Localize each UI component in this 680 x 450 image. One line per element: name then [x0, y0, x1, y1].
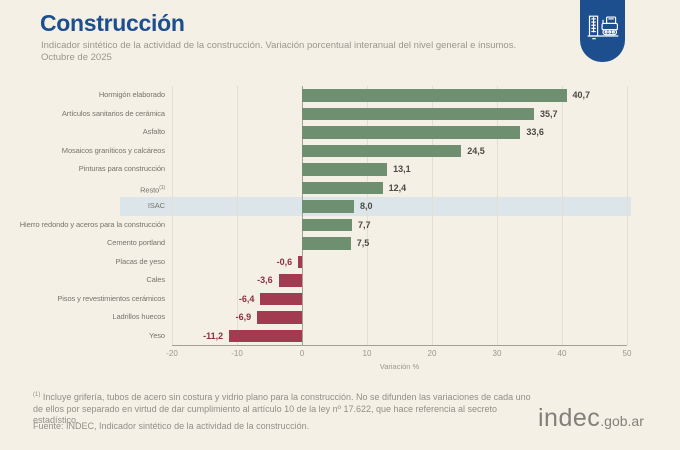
category-label: ISAC	[147, 201, 165, 210]
x-tick-label: 0	[299, 349, 305, 358]
category-label: Pinturas para construcción	[78, 164, 165, 173]
bar	[302, 163, 388, 176]
value-label: 8,0	[360, 201, 373, 211]
bar	[302, 89, 567, 102]
value-label: 12,4	[388, 182, 407, 193]
x-tick-label: 40	[557, 349, 567, 358]
bar	[278, 274, 302, 287]
x-tick-label: 50	[622, 349, 632, 358]
category-label: Cemento portland	[106, 238, 165, 247]
indec-wordmark-suffix: .gob.ar	[600, 413, 644, 429]
bar	[260, 292, 302, 305]
category-label: Resto(1)	[140, 184, 165, 195]
bar	[302, 144, 462, 157]
bar	[302, 218, 353, 231]
bar	[302, 181, 383, 194]
category-label: Mosaicos graníticos y calcáreos	[61, 145, 165, 155]
category-footnote-marker: (1)	[159, 184, 165, 191]
category-label: Hormigón elaborado	[98, 90, 165, 99]
isac-highlight-band	[120, 197, 631, 216]
gridline	[237, 86, 238, 345]
bar	[257, 311, 302, 324]
footnote-sup: (1)	[33, 392, 41, 398]
zero-gridline	[302, 86, 303, 345]
value-label: 7,7	[358, 219, 371, 230]
value-label: 35,7	[540, 108, 558, 119]
value-label: 24,5	[467, 145, 485, 156]
value-label: 33,6	[526, 127, 544, 137]
category-label: Yeso	[148, 330, 165, 340]
gridline	[367, 86, 368, 345]
x-tick-label: -10	[231, 349, 243, 358]
x-tick-label: 20	[427, 349, 437, 358]
gridline	[497, 86, 498, 345]
bar	[298, 255, 302, 268]
subtitle-line2: Octubre de 2025	[41, 52, 112, 63]
x-tick-label: 10	[362, 349, 372, 358]
bar	[302, 200, 354, 213]
indec-wordmark-main: indec	[538, 404, 601, 432]
source-note: Fuente: INDEC, Indicador sintético de la…	[33, 421, 310, 431]
footnote: (1) Incluye grifería, tubos de acero sin…	[33, 390, 543, 427]
category-label: Cales	[146, 275, 165, 284]
page-title: Construcción	[40, 10, 185, 36]
value-label: -0,6	[276, 256, 293, 267]
bar	[302, 107, 535, 120]
value-label: -11,2	[203, 330, 224, 341]
indec-logo-badge	[580, 0, 625, 62]
value-label: -6,4	[238, 293, 255, 304]
x-axis-title: Variación %	[379, 362, 420, 371]
x-tick-label: 30	[492, 349, 502, 358]
value-label: -6,9	[235, 312, 252, 322]
footnote-text: Incluye grifería, tubos de acero sin cos…	[33, 392, 531, 425]
gridline	[562, 86, 563, 345]
value-label: 40,7	[572, 90, 591, 100]
category-label: Ladrillos huecos	[112, 312, 165, 321]
subtitle-line1: Indicador sintético de la actividad de l…	[41, 40, 517, 51]
value-label: -3,6	[257, 275, 273, 285]
construction-building-and-roller-icon	[585, 15, 621, 45]
page-subtitle: Indicador sintético de la actividad de l…	[41, 40, 561, 64]
bar	[302, 237, 351, 250]
category-label: Hierro redondo y aceros para la construc…	[19, 219, 165, 229]
category-label: Pisos y revestimientos cerámicos	[57, 293, 165, 303]
gridline	[172, 86, 173, 345]
indec-wordmark: indec.gob.ar	[538, 404, 663, 433]
category-label: Artículos sanitarios de cerámica	[61, 108, 165, 118]
bar	[229, 329, 302, 342]
gridline	[627, 86, 628, 345]
value-label: 7,5	[356, 238, 370, 248]
plot-area: 40,7 35,7 33,6 24,5 13,1 12,4 8,0 7,7 7,5 -0,6 -3,…	[172, 86, 628, 346]
value-label: 13,1	[393, 164, 411, 174]
gridline	[432, 86, 433, 345]
category-label: Asfalto	[142, 127, 165, 136]
bar	[302, 126, 521, 139]
x-tick-label: -20	[166, 349, 178, 358]
category-label: Placas de yeso	[115, 256, 166, 266]
